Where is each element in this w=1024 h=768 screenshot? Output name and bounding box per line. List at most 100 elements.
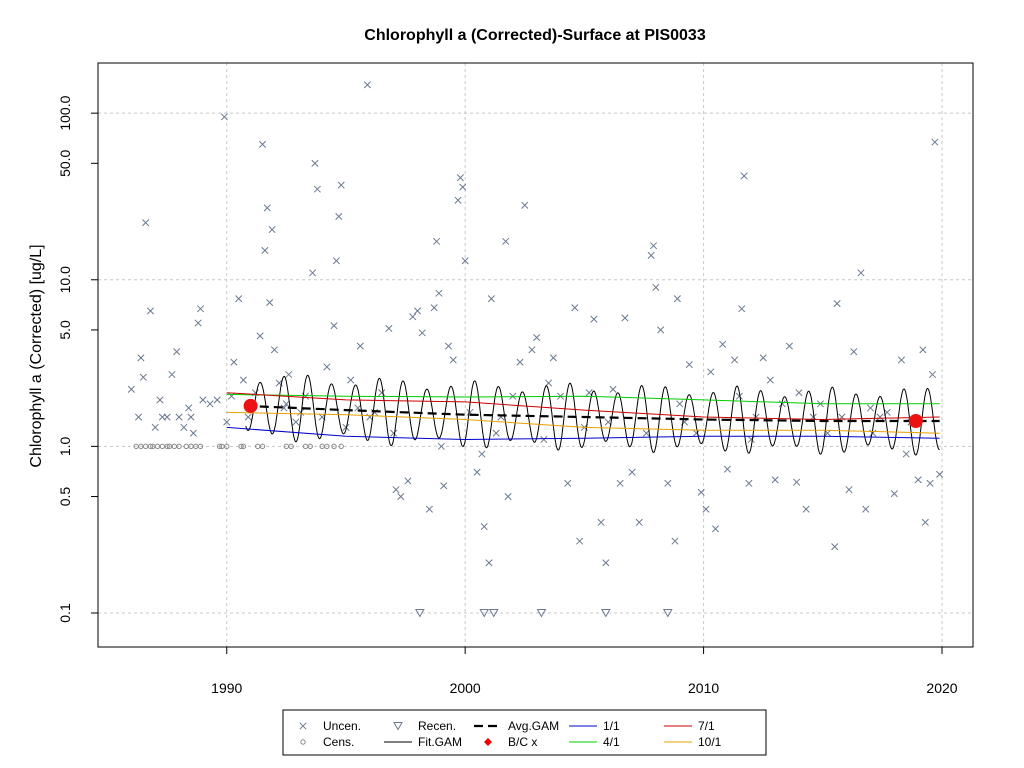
censored-point: [288, 443, 294, 450]
legend-label: Fit.GAM: [418, 735, 462, 749]
uncensored-point: [833, 299, 841, 308]
uncensored-point: [621, 314, 629, 322]
uncensored-point: [919, 346, 927, 354]
uncensored-point: [454, 196, 462, 204]
uncensored-point: [685, 360, 693, 369]
legend-label: 4/1: [603, 735, 620, 749]
uncensored-point: [516, 358, 524, 366]
y-tick-label: 0.1: [57, 603, 73, 623]
uncensored-point: [914, 476, 922, 484]
uncensored-point: [206, 400, 214, 408]
data-points: [127, 81, 944, 618]
legend-label: 7/1: [698, 719, 715, 733]
uncensored-point: [902, 450, 910, 458]
uncensored-point: [702, 505, 710, 513]
uncensored-point: [199, 396, 207, 404]
y-tick-label: 5.0: [57, 320, 73, 340]
uncensored-point: [404, 477, 412, 485]
x-tick-label: 2020: [926, 680, 957, 696]
uncensored-point: [433, 237, 441, 245]
uncensored-point: [173, 348, 181, 356]
uncensored-point: [142, 219, 150, 227]
uncensored-point: [175, 413, 183, 421]
legend-label: B/C x: [508, 735, 537, 749]
uncensored-point: [850, 348, 858, 356]
uncensored-point: [771, 476, 779, 484]
uncensored-point: [418, 329, 426, 337]
uncensored-point: [487, 295, 495, 303]
uncensored-point: [363, 81, 371, 89]
recensored-point: [600, 608, 611, 618]
uncensored-point: [168, 370, 176, 379]
legend-label: 1/1: [603, 719, 620, 733]
uncensored-point: [292, 418, 300, 426]
censored-point: [324, 443, 330, 450]
uncensored-point: [564, 479, 572, 487]
censored-point: [224, 443, 230, 450]
uncensored-point: [244, 413, 252, 421]
uncensored-point: [928, 370, 937, 379]
legend-box: [282, 709, 767, 756]
legend-label: Uncen.: [323, 719, 361, 733]
line-1-1: [226, 426, 940, 441]
uncensored-point: [268, 226, 276, 234]
uncensored-point: [151, 423, 159, 431]
uncensored-point: [180, 423, 188, 431]
uncensored-point: [185, 404, 193, 412]
legend-item: Uncen.: [299, 719, 361, 733]
legend-label: Avg.GAM: [508, 719, 559, 733]
censored-point: [176, 443, 182, 450]
uncensored-point: [692, 429, 700, 437]
uncensored-point: [921, 518, 929, 526]
uncensored-point: [731, 356, 739, 364]
uncensored-point: [425, 505, 433, 513]
uncensored-point: [392, 486, 400, 494]
uncensored-point: [671, 537, 679, 545]
trend-lines: [226, 374, 940, 456]
uncensored-point: [230, 358, 238, 366]
uncensored-point: [793, 478, 801, 486]
y-tick-label: 100.0: [57, 95, 73, 130]
uncensored-point: [936, 470, 944, 478]
uncensored-point: [134, 413, 143, 421]
censored-point: [338, 443, 344, 450]
legend-item: 1/1: [569, 719, 620, 733]
uncensored-point: [635, 518, 643, 526]
uncensored-point: [707, 368, 715, 376]
uncensored-point: [263, 204, 271, 212]
uncensored-point: [738, 305, 746, 313]
uncensored-point: [609, 385, 617, 393]
uncensored-point: [390, 429, 398, 437]
uncensored-point: [785, 342, 793, 350]
uncensored-point: [649, 242, 658, 250]
recensored-point: [662, 608, 673, 618]
uncensored-point: [139, 373, 147, 381]
uncensored-point: [430, 304, 438, 312]
uncensored-point: [435, 289, 443, 297]
plot-frame: [97, 62, 974, 648]
x-tick-label: 2010: [688, 680, 719, 696]
uncensored-point: [127, 385, 135, 393]
x-tick-label: 1990: [211, 680, 242, 696]
uncensored-point: [440, 482, 448, 490]
uncensored-point: [194, 319, 202, 327]
uncensored-point: [647, 251, 655, 259]
grid-lines: [98, 63, 973, 647]
uncensored-point: [337, 181, 345, 189]
uncensored-point: [657, 326, 665, 334]
avg-gam-line: [245, 404, 940, 423]
uncensored-point: [616, 479, 624, 487]
line-4-1: [226, 393, 940, 405]
uncensored-point: [576, 537, 584, 545]
censored-point: [307, 443, 313, 450]
legend-symbol: [484, 738, 492, 746]
uncensored-point: [533, 333, 541, 342]
uncensored-point: [332, 257, 340, 265]
uncensored-point: [280, 404, 288, 412]
recensored-point: [479, 608, 490, 618]
legend-item: Cens.: [300, 735, 354, 749]
uncensored-point: [528, 346, 536, 354]
legend-symbol: [393, 722, 403, 731]
uncensored-point: [890, 490, 898, 498]
